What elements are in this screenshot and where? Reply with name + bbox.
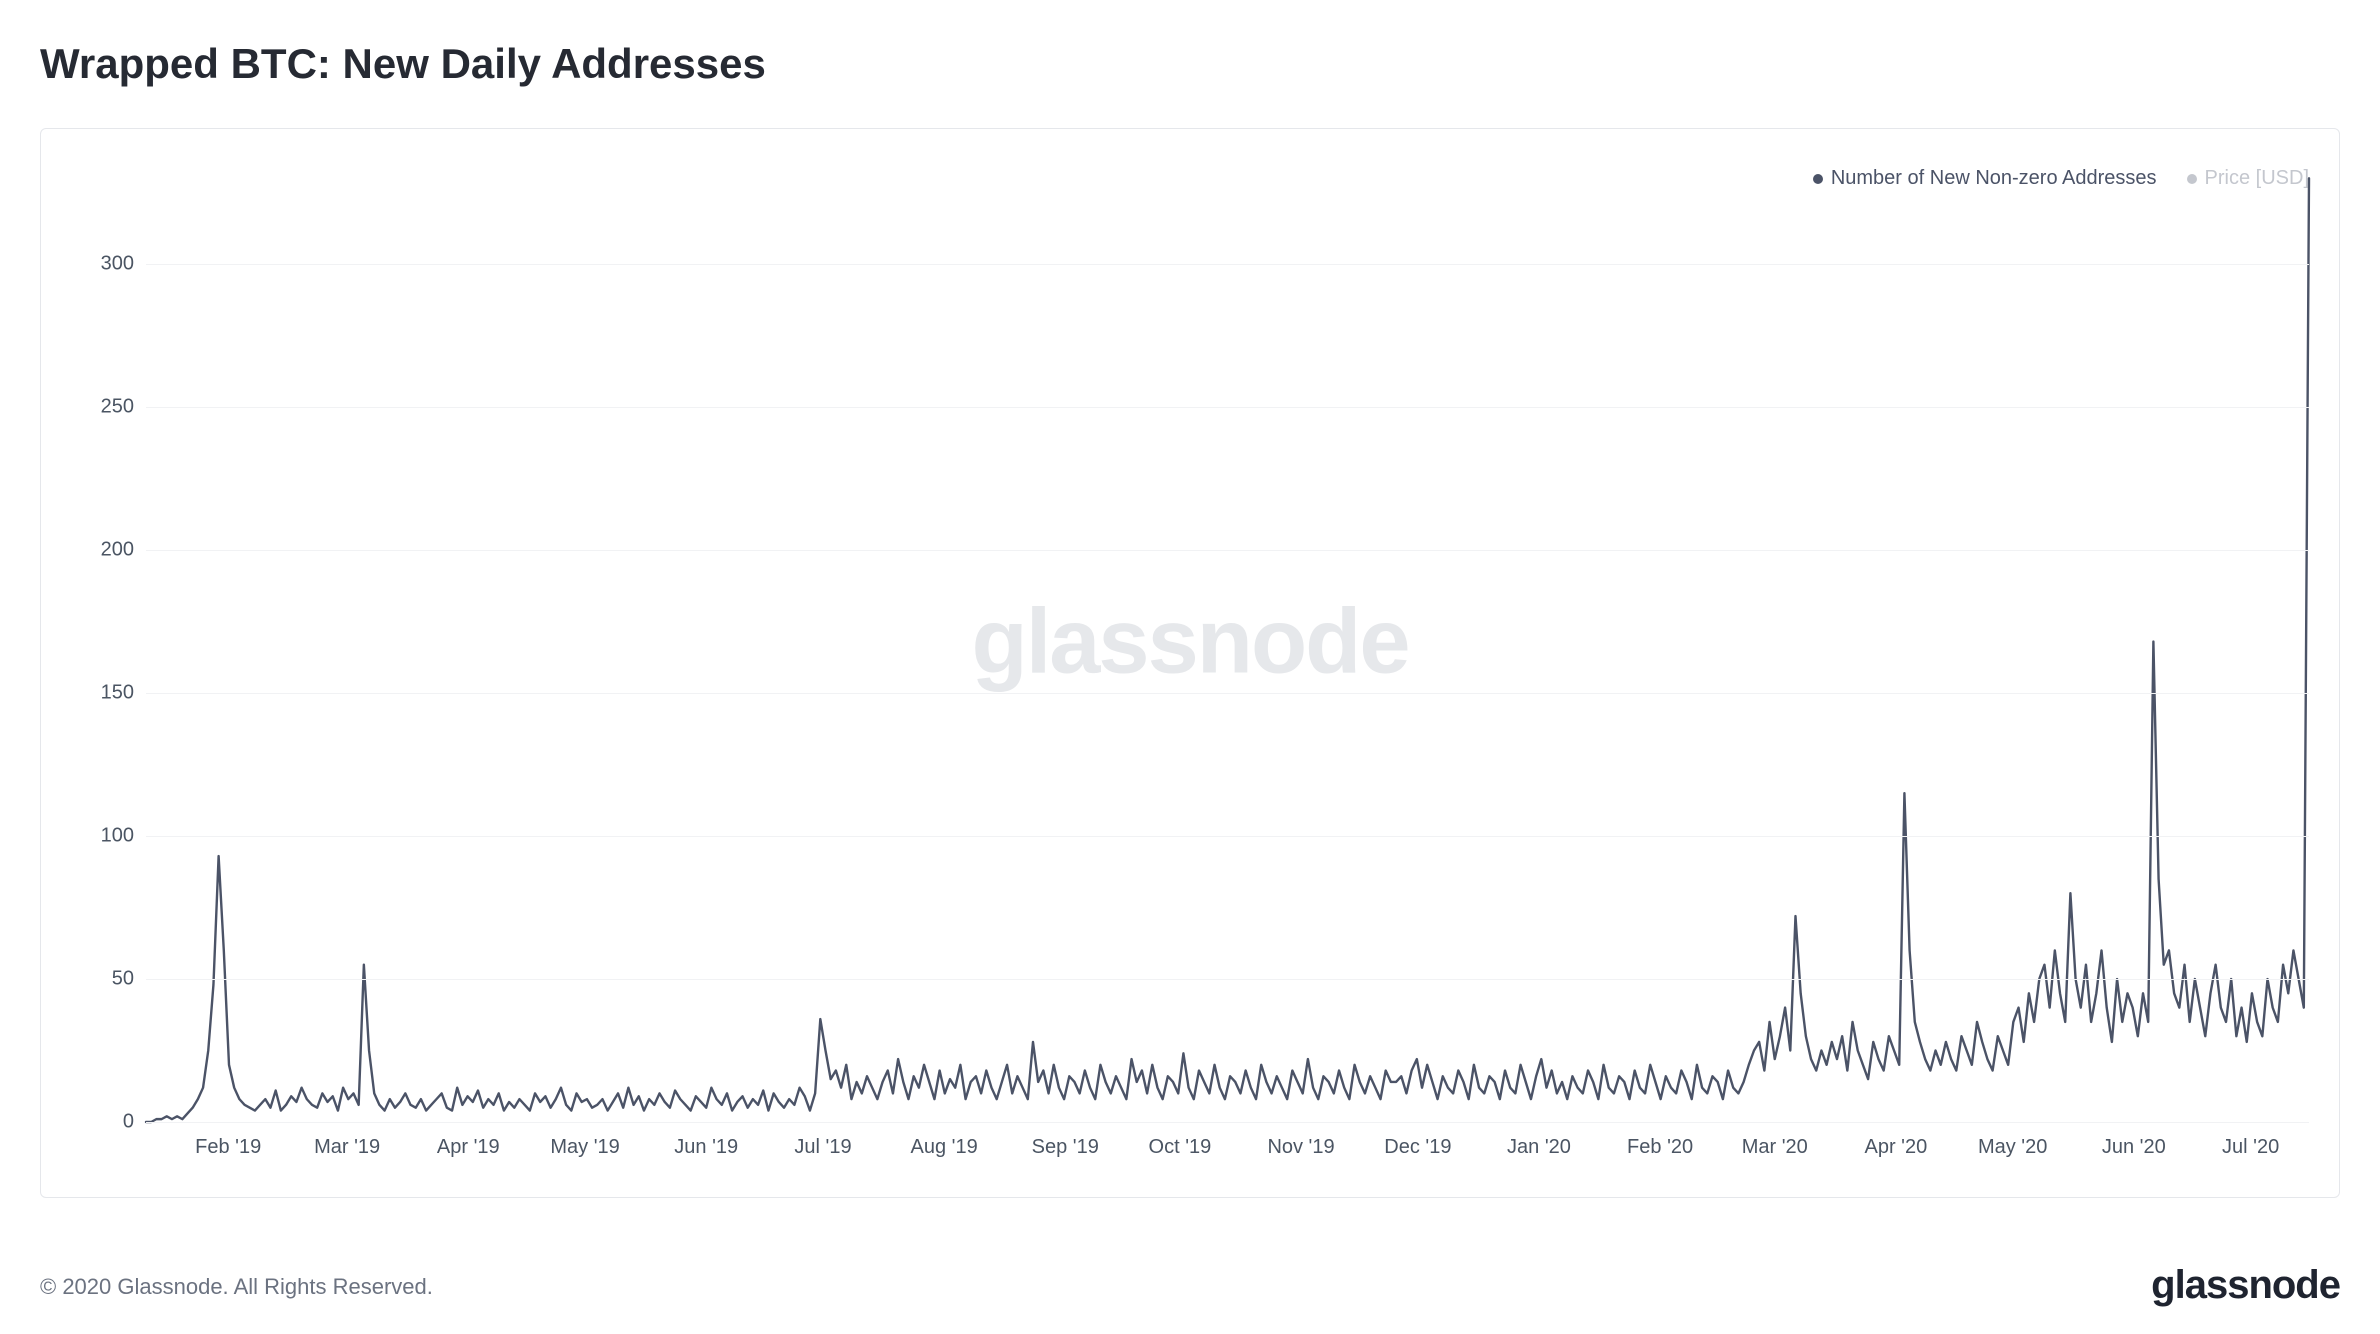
brand-logo: glassnode xyxy=(2151,1263,2340,1308)
y-tick-label: 300 xyxy=(101,253,134,276)
chart-title: Wrapped BTC: New Daily Addresses xyxy=(40,40,2340,88)
y-tick-label: 0 xyxy=(123,1111,134,1134)
y-tick-label: 50 xyxy=(112,968,134,991)
x-tick-label: Dec '19 xyxy=(1384,1136,1451,1159)
x-tick-label: Nov '19 xyxy=(1267,1136,1334,1159)
y-tick-label: 150 xyxy=(101,682,134,705)
x-tick-label: Aug '19 xyxy=(911,1136,978,1159)
x-tick-label: Feb '20 xyxy=(1627,1136,1693,1159)
x-tick-label: Jan '20 xyxy=(1507,1136,1571,1159)
x-tick-label: Jun '20 xyxy=(2102,1136,2166,1159)
x-tick-label: Mar '20 xyxy=(1742,1136,1808,1159)
chart-container: glassnode Number of New Non-zero Address… xyxy=(40,128,2340,1198)
x-tick-label: May '19 xyxy=(550,1136,619,1159)
grid-line xyxy=(146,407,2309,408)
x-tick-label: Apr '20 xyxy=(1864,1136,1927,1159)
y-tick-label: 100 xyxy=(101,825,134,848)
grid-line xyxy=(146,1122,2309,1123)
plot-area: Feb '19Mar '19Apr '19May '19Jun '19Jul '… xyxy=(146,164,2309,1122)
copyright-text: © 2020 Glassnode. All Rights Reserved. xyxy=(40,1274,433,1300)
y-tick-label: 250 xyxy=(101,396,134,419)
x-tick-label: Jul '20 xyxy=(2222,1136,2279,1159)
x-tick-label: Apr '19 xyxy=(437,1136,500,1159)
grid-line xyxy=(146,693,2309,694)
x-tick-label: Oct '19 xyxy=(1149,1136,1212,1159)
grid-line xyxy=(146,836,2309,837)
x-tick-label: Jun '19 xyxy=(674,1136,738,1159)
grid-line xyxy=(146,979,2309,980)
x-tick-label: Jul '19 xyxy=(794,1136,851,1159)
x-tick-label: Feb '19 xyxy=(195,1136,261,1159)
x-tick-label: Mar '19 xyxy=(314,1136,380,1159)
y-tick-label: 200 xyxy=(101,539,134,562)
grid-line xyxy=(146,264,2309,265)
grid-line xyxy=(146,550,2309,551)
x-tick-label: May '20 xyxy=(1978,1136,2047,1159)
x-tick-label: Sep '19 xyxy=(1032,1136,1099,1159)
